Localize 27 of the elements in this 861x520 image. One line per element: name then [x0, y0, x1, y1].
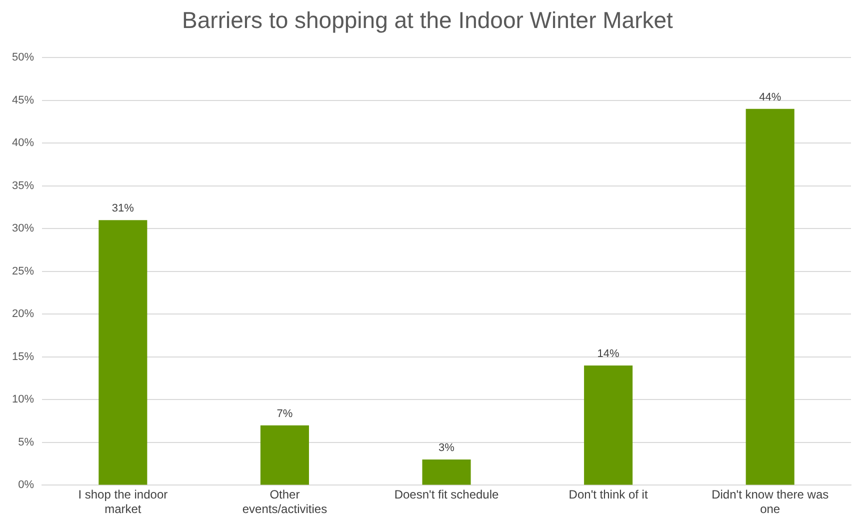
y-tick-label: 50% — [12, 52, 34, 64]
bar — [584, 365, 633, 485]
data-label: 44% — [759, 91, 782, 104]
x-tick-label: Don't think of it — [568, 488, 648, 502]
bar — [98, 220, 148, 485]
data-label: 7% — [276, 408, 293, 420]
bar — [260, 425, 309, 485]
y-tick-label: 40% — [12, 137, 34, 150]
y-tick-label: 25% — [12, 265, 34, 278]
y-tick-label: 10% — [12, 394, 34, 406]
y-tick-label: 15% — [12, 350, 34, 363]
x-tick-label: Doesn't fit schedule — [394, 488, 500, 502]
chart-title: Barriers to shopping at the Indoor Winter Market — [182, 7, 674, 34]
x-tick-label: Other events/activities — [242, 488, 328, 516]
y-tick-label: 5% — [18, 436, 34, 448]
x-tick-label: Didn't know there was one — [712, 488, 829, 516]
y-tick-label: 30% — [12, 222, 34, 235]
x-tick-label: I shop the indoor market — [78, 488, 168, 516]
data-label: 14% — [597, 348, 620, 360]
y-tick-label: 35% — [12, 180, 34, 192]
y-tick-label: 45% — [12, 94, 34, 106]
bar — [746, 108, 794, 485]
y-tick-label: 20% — [12, 308, 34, 320]
y-tick-label: 0% — [18, 479, 34, 492]
bar — [422, 460, 471, 485]
data-label: 3% — [438, 442, 455, 454]
data-label: 31% — [112, 202, 134, 215]
